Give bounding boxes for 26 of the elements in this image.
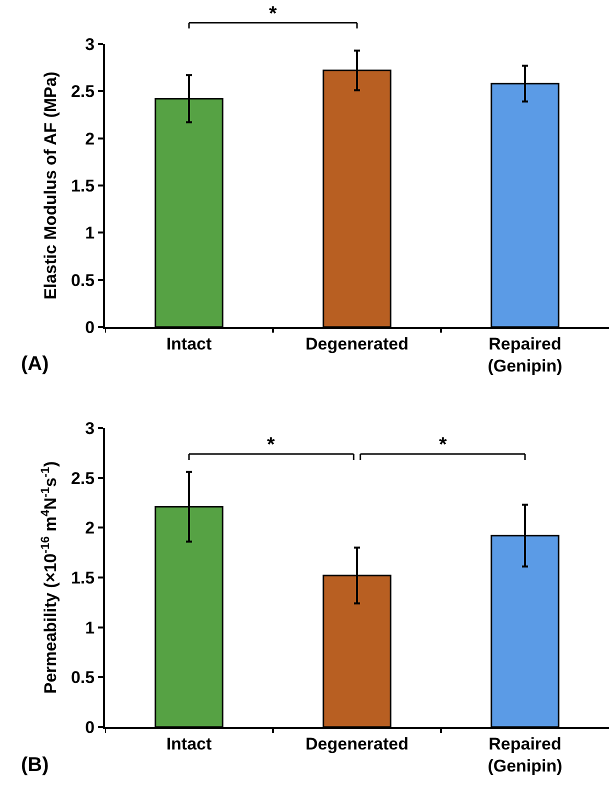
text: (A) xyxy=(21,353,49,375)
y-axis-title: Elastic Modulus of AF (MPa) xyxy=(41,72,60,300)
y-tick-label: 0.5 xyxy=(70,270,95,290)
y-tick-label: 1.5 xyxy=(70,176,95,196)
y-tick-label: 2 xyxy=(85,518,95,538)
y-tick-label: 2 xyxy=(85,129,95,148)
text: * xyxy=(269,3,277,25)
y-tick-label: 1.5 xyxy=(70,568,95,588)
x-tick-label: Intact xyxy=(166,334,212,354)
x-tick-label: Degenerated xyxy=(306,334,408,354)
y-tick-label: 0.5 xyxy=(70,668,95,688)
y-tick-label: 2.5 xyxy=(70,82,95,102)
y-tick-label: 1 xyxy=(85,618,95,638)
y-tick-label: 2.5 xyxy=(70,468,95,488)
x-tick-label: Degenerated xyxy=(306,734,408,754)
y-tick-label: 0 xyxy=(85,318,95,337)
annotation: * xyxy=(439,434,447,456)
x-tick-label: Repaired (Genipin) xyxy=(488,734,562,776)
y-tick-label: 1 xyxy=(85,224,95,243)
x-tick-label: Repaired (Genipin) xyxy=(488,334,562,376)
y-tick-label: 3 xyxy=(85,34,95,54)
annotation: * xyxy=(267,434,275,456)
y-tick-label: 0 xyxy=(85,718,95,737)
y-tick-label: 3 xyxy=(85,418,95,438)
x-tick-label: Intact xyxy=(166,734,212,754)
text: (B) xyxy=(21,754,49,776)
